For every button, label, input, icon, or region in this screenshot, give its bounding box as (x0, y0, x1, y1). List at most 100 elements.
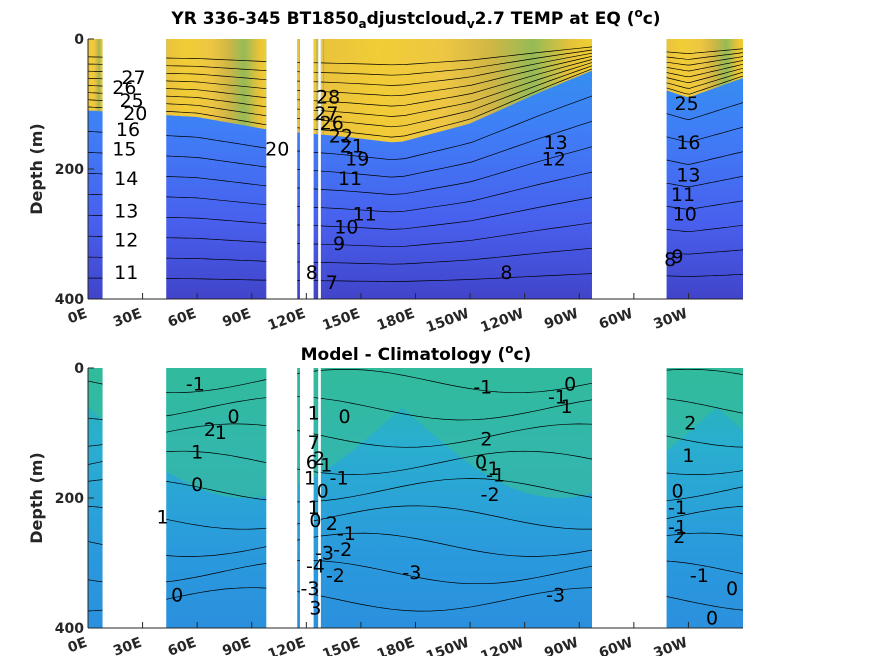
x-tick-label: 180E (375, 635, 417, 656)
contour-label: -1 (548, 386, 567, 408)
contour-line (166, 423, 267, 433)
contour-line (313, 471, 319, 473)
contour-label: 2 (326, 513, 338, 535)
contour-label: -2 (326, 565, 345, 587)
positive-anomaly-band (313, 368, 319, 478)
contour-line (166, 103, 267, 117)
contour-label: 0 (475, 451, 487, 473)
contour-label: 11 (114, 262, 138, 284)
contour-line (324, 68, 593, 138)
contour-line (324, 146, 593, 195)
contour-line (88, 444, 103, 447)
contour-line (313, 397, 319, 399)
contour-label: 25 (675, 93, 699, 115)
contour-line (324, 423, 593, 448)
model-minus-climatology-panel: Model - Climatology (oc) -10211010176211… (27, 342, 743, 656)
contour-label: 11 (671, 184, 695, 206)
contour-line (88, 505, 103, 508)
contour-line (666, 505, 743, 520)
contour-label: -3 (546, 585, 565, 607)
contour-label: 19 (345, 148, 369, 170)
x-tick-label: 180E (375, 306, 417, 334)
contour-line (88, 541, 103, 545)
contour-line (166, 278, 267, 281)
x-tick-label: 120W (479, 635, 526, 656)
contour-line (166, 57, 267, 62)
x-tick-label: 150E (320, 306, 362, 334)
contour-label: 2 (313, 448, 325, 470)
contour-line (666, 470, 743, 475)
contour-line (297, 430, 300, 432)
contour-label: 16 (676, 132, 700, 154)
contour-label: -1 (473, 377, 492, 399)
contour-label: -3 (315, 542, 334, 564)
y-tick-label: 400 (55, 292, 84, 308)
contour-label: 1 (215, 422, 227, 444)
x-tick-label: 150E (320, 635, 362, 656)
contour-line (666, 435, 743, 448)
contour-line (166, 546, 267, 557)
contour-line (666, 274, 743, 277)
panel2-title: Model - Climatology (oc) (301, 342, 532, 365)
contour-label: 26 (112, 77, 136, 99)
contour-line (324, 62, 593, 117)
contour-line (166, 65, 267, 71)
x-tick-label: 0E (66, 635, 90, 656)
contour-line (666, 63, 743, 78)
x-tick-label: 30W (651, 635, 689, 656)
x-tick-label: 120W (479, 306, 526, 336)
contour-label: 2 (673, 526, 685, 548)
ocean-segment (320, 368, 325, 628)
contour-label: 1 (191, 442, 203, 464)
contour-label: 16 (116, 119, 140, 141)
contour-line (88, 77, 103, 80)
contour-line (166, 72, 267, 81)
ocean-segment (297, 39, 300, 299)
contour-line (666, 368, 743, 376)
contour-line (324, 369, 593, 394)
x-tick-label: 60E (166, 635, 199, 656)
contour-label: 0 (171, 585, 183, 607)
warm-layer (166, 39, 267, 130)
x-tick-label: 60E (166, 306, 199, 331)
contour-line (166, 587, 267, 600)
contour-label: 11 (352, 204, 376, 226)
contour-line (166, 257, 267, 262)
contour-line (666, 71, 743, 89)
contour-line (666, 486, 743, 502)
contour-line (324, 450, 593, 475)
contour-line (88, 106, 103, 109)
contour-line (88, 380, 103, 385)
contour-line (88, 479, 103, 482)
contour-label: 20 (265, 139, 289, 161)
x-tick-label: 150W (424, 306, 471, 336)
contour-label: 3 (309, 598, 321, 620)
contour-label: 26 (320, 113, 344, 135)
contour-label: 6 (306, 451, 318, 473)
difference-contours (88, 368, 743, 612)
contour-label: 27 (314, 103, 338, 125)
contour-line (324, 49, 593, 76)
contour-label: -1 (337, 523, 356, 545)
temperature-field (88, 39, 743, 299)
contour-label: 28 (316, 87, 340, 109)
contour-line (666, 56, 743, 66)
contour-label: 0 (706, 607, 718, 629)
contour-line (88, 131, 103, 133)
contour-label: 1 (308, 403, 320, 425)
temperature-section-panel: YR 336-345 BT1850adjustcloudv2.7 TEMP at… (27, 6, 743, 336)
contour-label: 10 (673, 204, 697, 226)
contour-label: 11 (338, 168, 362, 190)
contour-line (666, 75, 743, 95)
contour-line (88, 85, 103, 87)
contour-label: 7 (308, 432, 320, 454)
contour-line (324, 55, 593, 97)
contour-line (166, 481, 267, 501)
contour-line (666, 151, 743, 165)
x-tick-label: 90E (220, 635, 253, 656)
contour-label: -1 (481, 458, 500, 480)
contour-label: -2 (481, 484, 500, 506)
x-tick-label: 30W (651, 306, 689, 333)
positive-anomaly-band (320, 368, 325, 474)
contour-label: 7 (326, 272, 338, 294)
